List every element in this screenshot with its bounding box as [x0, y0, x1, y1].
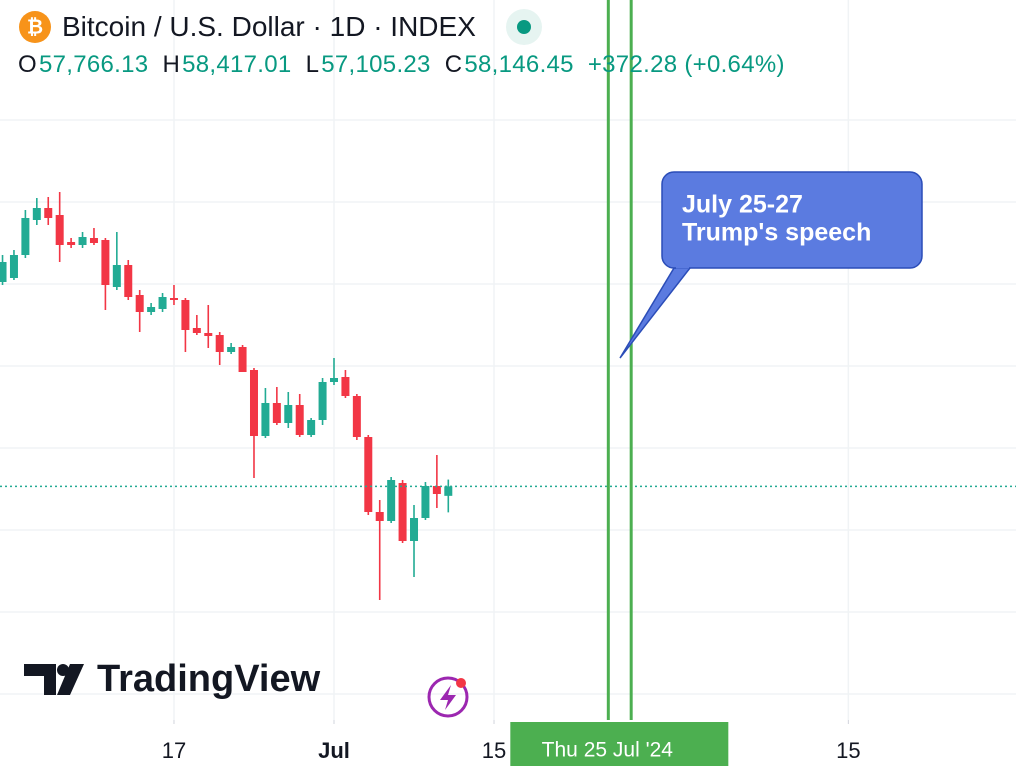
- logo: [24, 664, 84, 695]
- candle-body: [227, 347, 236, 352]
- watermark: TradingView: [97, 658, 321, 700]
- candle-body: [387, 480, 396, 521]
- logo-mark: [57, 664, 84, 695]
- candle-body: [295, 405, 304, 435]
- logo-mark: [57, 664, 69, 676]
- candle-body: [341, 377, 350, 396]
- candle-body: [330, 378, 338, 382]
- candle-body: [421, 486, 430, 518]
- candle-body: [169, 298, 178, 300]
- candle-body: [432, 486, 441, 494]
- candle-body: [44, 208, 53, 218]
- candle-body: [272, 403, 281, 423]
- candle-body: [444, 486, 453, 496]
- date-label: Thu 25 Jul '24: [542, 739, 674, 762]
- btc-icon: ₿: [19, 11, 51, 43]
- legend-value: 58,146.45: [464, 51, 574, 78]
- candle-body: [249, 370, 258, 436]
- legend-value: 57,105.23: [321, 51, 431, 78]
- candle-body: [410, 518, 419, 541]
- candle-body: [135, 295, 144, 312]
- candle-body: [398, 483, 407, 541]
- candle-body: [375, 512, 384, 521]
- grid: [0, 119, 1016, 695]
- candle-body: [318, 382, 327, 420]
- date-label-box: [510, 722, 729, 766]
- candle-body: [55, 215, 64, 245]
- x-tick-label: 17: [162, 738, 186, 763]
- candle-body: [307, 420, 316, 435]
- candle-body: [124, 265, 133, 297]
- annotation: Trump's speech: [682, 219, 871, 247]
- candle-body: [147, 307, 156, 312]
- candle-body: [364, 437, 373, 512]
- candle-body: [101, 240, 110, 285]
- candle-body: [112, 265, 121, 287]
- change: +372.28 (+0.64%): [587, 51, 785, 78]
- candle-body: [0, 262, 7, 282]
- title-row: ₿ Bitcoin / U.S. Dollar · 1D · INDEX: [18, 8, 1008, 46]
- annotation: July 25-27: [682, 191, 803, 219]
- candle-body: [352, 396, 361, 437]
- header: ₿ Bitcoin / U.S. Dollar · 1D · INDEX O 57…: [18, 8, 1008, 84]
- candle-body: [78, 237, 87, 245]
- candle-body: [284, 405, 293, 423]
- candle-body: [238, 347, 247, 372]
- icon: [440, 685, 456, 710]
- candle-body: [261, 403, 270, 436]
- legend-value: 57,766.13: [38, 51, 149, 78]
- candle-body: [32, 208, 41, 220]
- logo-mark: [24, 664, 56, 695]
- callout: [661, 171, 923, 269]
- candle-body: [215, 335, 224, 352]
- icon: [456, 678, 466, 688]
- candle-body: [158, 297, 167, 309]
- legend-value: 58,417.01: [182, 51, 292, 78]
- legend-label: H: [162, 51, 181, 78]
- x-tick-label: 15: [836, 738, 860, 763]
- candle-body: [9, 255, 18, 278]
- status-dot[interactable]: [504, 7, 544, 47]
- candle-body: [204, 333, 213, 336]
- chart-title: Bitcoin / U.S. Dollar · 1D · INDEX: [62, 11, 476, 42]
- legend-label: C: [444, 51, 463, 78]
- x-tick-label: Jul: [318, 738, 350, 763]
- legend-label: L: [305, 51, 320, 78]
- candle-body: [67, 242, 76, 245]
- candle-body: [89, 238, 98, 243]
- candle-body: [21, 218, 30, 255]
- x-tick-label: 15: [482, 738, 506, 763]
- candle-body: [181, 300, 190, 330]
- icon: [427, 676, 469, 718]
- candle-body: [192, 328, 201, 333]
- svg-text:₿: ₿: [27, 16, 43, 38]
- legend-label: O: [18, 51, 37, 78]
- ohlc-legend: O 57,766.13 H 58,417.01 L 57,105.23 C 58,146.45…: [18, 46, 1008, 84]
